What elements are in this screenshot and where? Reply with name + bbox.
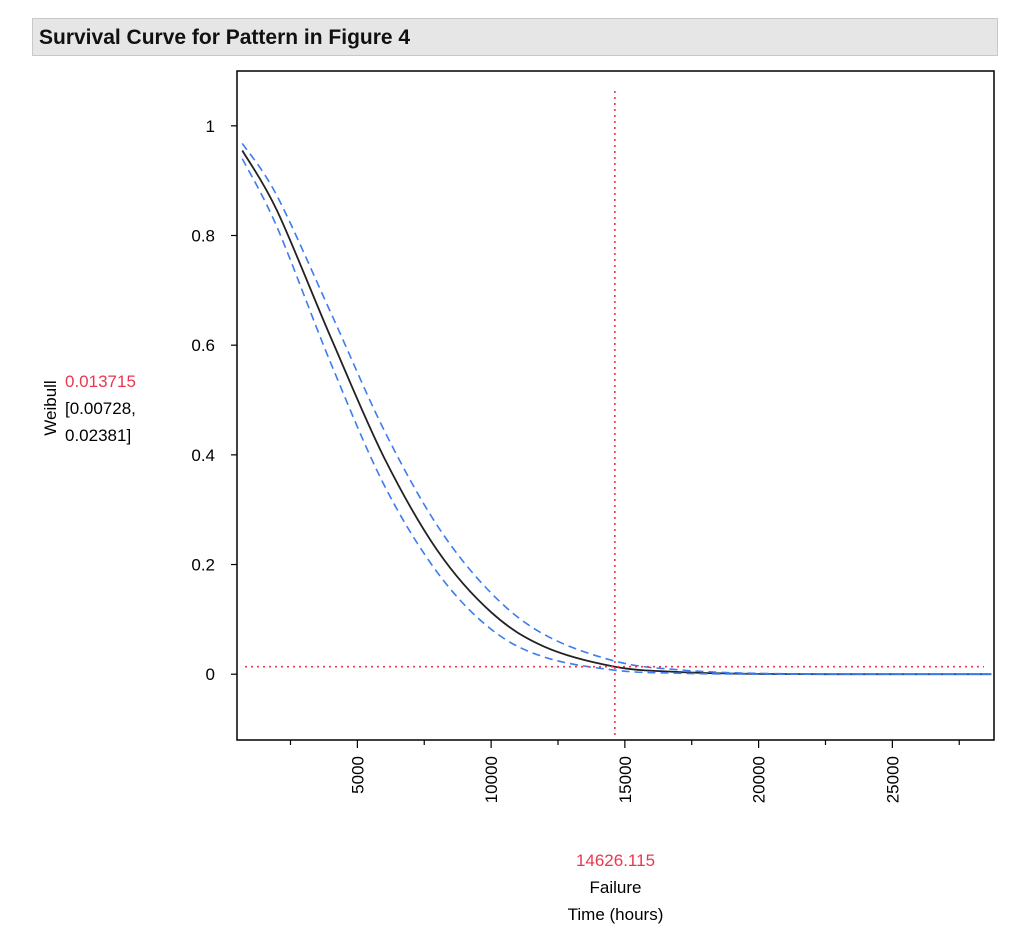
plot-frame — [236, 70, 995, 741]
x-tick-label: 10000 — [482, 756, 501, 803]
y-axis-label: Weibull — [41, 380, 60, 435]
x-tick-label: 25000 — [883, 756, 902, 803]
crosshair-y-confidence: 0.02381] — [65, 426, 131, 445]
upper-confidence-line — [241, 142, 992, 676]
ticks-layer — [231, 125, 960, 748]
survival-line — [241, 150, 992, 676]
y-tick-label: 1 — [206, 117, 215, 136]
series-layer — [241, 142, 992, 676]
x-tick-label: 15000 — [616, 756, 635, 803]
crosshair-x-value: 14626.115 — [576, 851, 655, 870]
y-tick-label: 0.2 — [191, 556, 215, 575]
x-axis-label: Time (hours) — [568, 905, 664, 924]
y-tick-label: 0.6 — [191, 336, 215, 355]
crosshair-y-confidence: [0.00728, — [65, 399, 136, 418]
y-tick-label: 0.4 — [191, 446, 215, 465]
crosshair-y-value: 0.013715 — [65, 372, 136, 391]
lower-confidence-line — [241, 158, 992, 676]
x-tick-label: 5000 — [348, 756, 367, 794]
chart-title-bar: Survival Curve for Pattern in Figure 4 — [32, 18, 998, 56]
y-tick-label: 0.8 — [191, 227, 215, 246]
y-tick-label: 0 — [206, 665, 215, 684]
chart-title: Survival Curve for Pattern in Figure 4 — [39, 26, 411, 49]
crosshair-layer — [245, 91, 984, 735]
x-axis-label: Failure — [590, 878, 642, 897]
x-tick-label: 20000 — [750, 756, 769, 803]
